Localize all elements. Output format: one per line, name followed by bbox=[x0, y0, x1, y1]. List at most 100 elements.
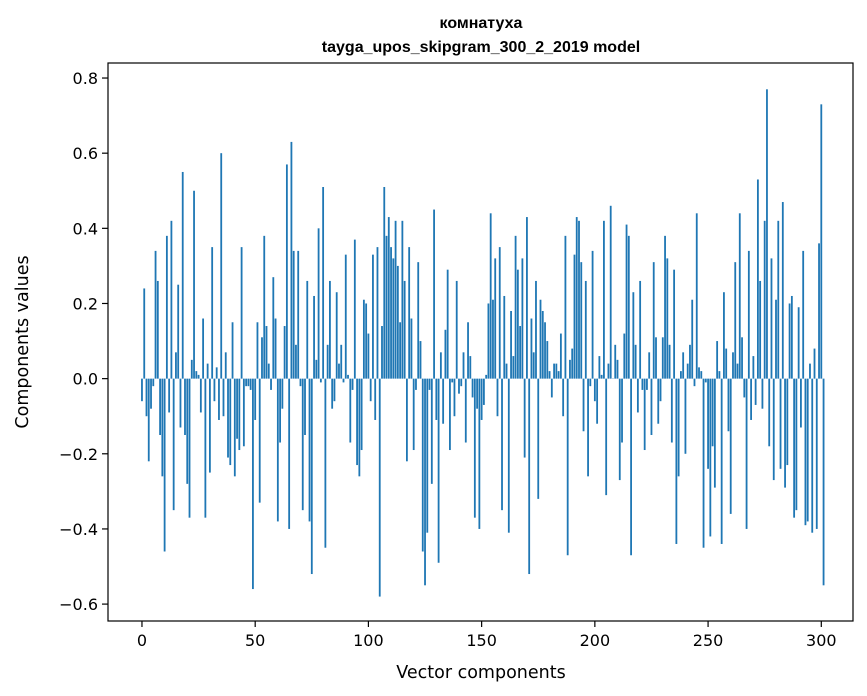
bar bbox=[747, 250, 750, 379]
bar bbox=[150, 378, 152, 409]
bar bbox=[716, 341, 719, 379]
bar bbox=[711, 378, 714, 447]
bar bbox=[786, 378, 789, 466]
bar bbox=[290, 141, 293, 379]
bar bbox=[417, 262, 420, 379]
bar bbox=[498, 247, 501, 379]
bar bbox=[213, 378, 216, 402]
chart-title-line2: tayga_upos_skipgram_300_2_2019 model bbox=[322, 39, 640, 56]
bar bbox=[625, 224, 628, 379]
bar bbox=[276, 378, 279, 522]
bar bbox=[145, 378, 148, 417]
bar bbox=[756, 179, 759, 379]
bar bbox=[501, 378, 503, 511]
bar bbox=[415, 378, 417, 390]
bar bbox=[233, 378, 236, 477]
bar bbox=[143, 288, 146, 379]
bar bbox=[249, 378, 252, 390]
bar bbox=[564, 235, 567, 379]
bar bbox=[593, 378, 596, 402]
bar bbox=[186, 378, 189, 484]
bar bbox=[763, 220, 766, 379]
bar bbox=[618, 378, 621, 481]
bar bbox=[507, 378, 510, 533]
bar bbox=[261, 337, 263, 379]
bar bbox=[598, 356, 601, 379]
bar bbox=[333, 378, 336, 402]
bar bbox=[689, 344, 691, 379]
bar bbox=[702, 378, 705, 548]
bar bbox=[297, 250, 300, 379]
bar bbox=[575, 217, 578, 379]
bar bbox=[736, 363, 739, 379]
bar bbox=[387, 217, 390, 379]
bar bbox=[156, 280, 159, 379]
bar bbox=[245, 378, 248, 387]
bar bbox=[553, 363, 555, 379]
bar bbox=[179, 378, 182, 428]
bar bbox=[795, 378, 798, 511]
bar bbox=[707, 378, 709, 469]
bar bbox=[822, 378, 825, 586]
bar bbox=[636, 378, 639, 413]
bar bbox=[569, 359, 571, 379]
bar bbox=[188, 378, 191, 518]
bar bbox=[675, 378, 678, 544]
bar bbox=[607, 363, 610, 379]
bar bbox=[691, 299, 694, 379]
bar bbox=[788, 303, 791, 379]
bar bbox=[539, 299, 542, 379]
bar bbox=[390, 247, 392, 379]
bar bbox=[582, 378, 585, 432]
bar bbox=[322, 187, 325, 379]
bar bbox=[283, 326, 286, 379]
bar bbox=[242, 378, 245, 447]
bars-group bbox=[141, 89, 825, 597]
bar bbox=[165, 235, 168, 379]
bar bbox=[566, 378, 569, 556]
bar bbox=[510, 311, 512, 379]
bar bbox=[313, 295, 315, 379]
bar bbox=[406, 378, 408, 462]
bar bbox=[215, 367, 218, 379]
y-tick-label: 0.6 bbox=[73, 144, 98, 163]
bar bbox=[770, 258, 773, 379]
bar bbox=[202, 318, 205, 379]
bar bbox=[661, 337, 664, 379]
bar bbox=[356, 378, 358, 466]
bar bbox=[605, 378, 608, 496]
bar bbox=[462, 352, 465, 379]
bar bbox=[301, 378, 304, 511]
bar bbox=[317, 228, 320, 379]
bar bbox=[646, 378, 648, 390]
bar bbox=[550, 378, 553, 398]
bar bbox=[331, 378, 334, 409]
bar bbox=[362, 299, 365, 379]
bar bbox=[381, 326, 383, 379]
bar bbox=[444, 329, 447, 379]
bar bbox=[349, 378, 352, 443]
bar bbox=[421, 378, 424, 552]
bar bbox=[263, 235, 266, 379]
bar bbox=[446, 269, 449, 379]
bar bbox=[621, 378, 623, 443]
bar bbox=[496, 378, 499, 417]
bar bbox=[813, 348, 816, 379]
y-tick-label: 0.0 bbox=[73, 370, 98, 389]
bar bbox=[693, 378, 696, 387]
bar bbox=[632, 292, 635, 379]
bar bbox=[159, 378, 161, 435]
bar bbox=[270, 378, 272, 390]
bar bbox=[537, 378, 540, 499]
bar bbox=[464, 378, 467, 443]
bar bbox=[141, 378, 143, 402]
bar bbox=[437, 378, 440, 563]
bar bbox=[433, 209, 435, 379]
bar bbox=[528, 378, 531, 575]
bar bbox=[541, 311, 544, 379]
bar bbox=[766, 89, 768, 379]
bar bbox=[367, 333, 370, 379]
bar bbox=[412, 378, 415, 451]
bar bbox=[369, 378, 372, 402]
bar bbox=[790, 295, 793, 379]
